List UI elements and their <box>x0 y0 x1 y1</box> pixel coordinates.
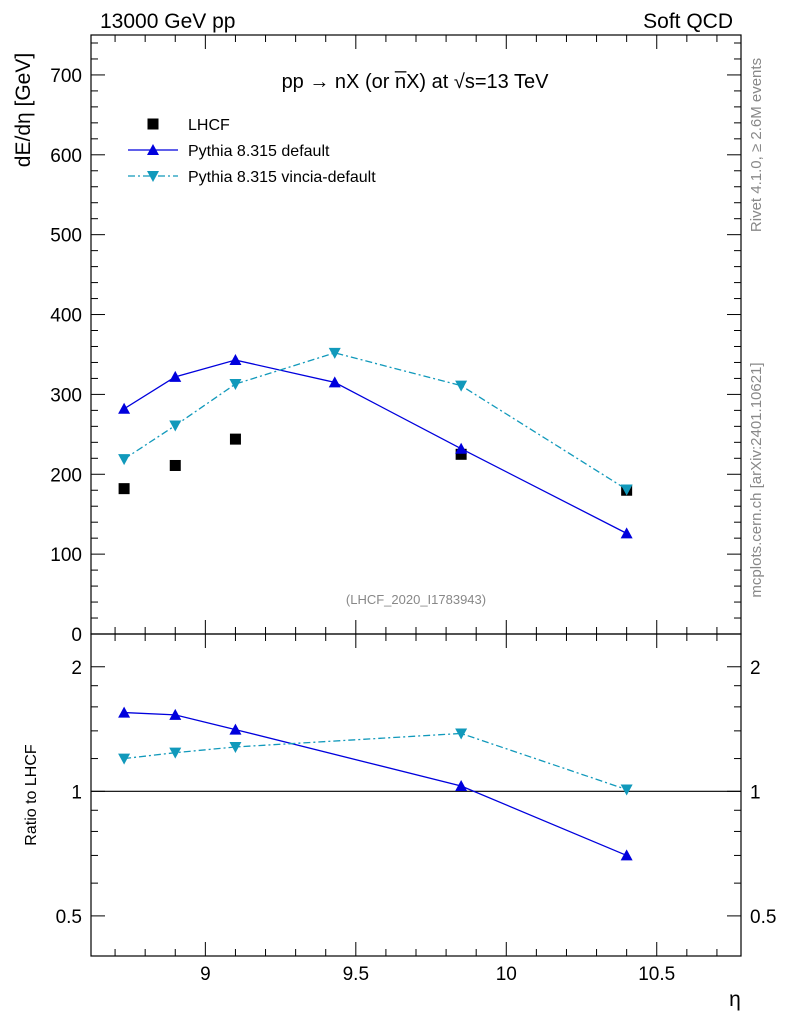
ratio-point <box>229 723 242 735</box>
legend-label: Pythia 8.315 vincia-default <box>188 169 376 186</box>
legend-marker <box>147 118 159 130</box>
x-tick-label: 10 <box>496 964 517 985</box>
ratio-point <box>118 753 131 765</box>
data-point <box>229 379 242 391</box>
data-point <box>118 402 131 414</box>
chart-title: pp → nX (or n̅X) at √s=13 TeV <box>282 70 550 93</box>
rivet-label: Rivet 4.1.0, ≥ 2.6M events <box>748 58 765 232</box>
y-tick-label: 500 <box>50 226 82 247</box>
ratio-point <box>455 728 468 740</box>
ratio-point <box>169 747 182 759</box>
y-tick-label: 700 <box>50 66 82 87</box>
data-point <box>620 527 633 539</box>
series-line-1 <box>123 359 627 534</box>
data-point <box>229 433 241 445</box>
axis-ticks <box>91 35 741 957</box>
series-line-2 <box>123 352 627 490</box>
axis-tick-labels: 9 9.5 10 10.5 0 100 200 300 400 500 600 700 0.5 0.5 1 1… <box>50 66 776 985</box>
main-series <box>118 347 633 539</box>
header-right: Soft QCD <box>643 10 733 33</box>
y-tick-label: 300 <box>50 385 82 406</box>
ratio-y-tick-label-right: 1 <box>750 782 761 803</box>
ratio-point <box>455 780 468 792</box>
data-point <box>455 448 467 460</box>
ratio-y-tick-label: 0.5 <box>56 907 82 928</box>
analysis-id: (LHCF_2020_I1783943) <box>346 592 486 607</box>
legend: LHCF Pythia 8.315 default Pythia 8.315 vin… <box>128 117 376 186</box>
ratio-point <box>620 849 633 861</box>
y-tick-label: 200 <box>50 465 82 486</box>
ratio-point <box>229 741 242 753</box>
ratio-line-0 <box>124 711 627 857</box>
x-tick-label: 9 <box>200 964 211 985</box>
data-point <box>169 459 181 471</box>
data-point <box>118 454 131 466</box>
ratio-y-tick-label: 2 <box>71 658 82 679</box>
x-tick-label: 9.5 <box>343 964 369 985</box>
data-point <box>328 376 341 388</box>
ratio-point <box>118 706 131 718</box>
x-tick-label: 10.5 <box>638 964 675 985</box>
legend-label: Pythia 8.315 default <box>188 143 330 160</box>
mcplots-label: mcplots.cern.ch [arXiv:2401.10621] <box>748 362 765 597</box>
x-axis-title: η <box>729 988 741 1011</box>
data-point <box>328 347 341 359</box>
data-point <box>118 483 130 495</box>
legend-marker <box>147 144 159 155</box>
ratio-y-tick-label-right: 0.5 <box>750 907 776 928</box>
y-tick-label: 0 <box>71 625 82 646</box>
y-tick-label: 600 <box>50 146 82 167</box>
data-point <box>169 420 182 432</box>
data-point <box>169 370 182 382</box>
legend-marker <box>147 171 159 182</box>
ratio-point <box>620 784 633 796</box>
data-point <box>455 380 468 392</box>
ratio-y-tick-label: 1 <box>71 782 82 803</box>
ratio-y-axis-title: Ratio to LHCF <box>23 744 40 846</box>
ratio-point <box>169 708 182 720</box>
ratio-y-tick-label-right: 2 <box>750 658 761 679</box>
y-tick-label: 400 <box>50 306 82 327</box>
data-point <box>620 484 633 496</box>
ratio-panel-frame <box>90 633 742 957</box>
ratio-series <box>118 706 633 861</box>
legend-label: LHCF <box>188 117 230 134</box>
data-point <box>229 354 242 366</box>
data-point <box>455 442 468 454</box>
y-tick-label: 100 <box>50 545 82 566</box>
ratio-line-1 <box>124 732 627 791</box>
header-left: 13000 GeV pp <box>100 10 235 33</box>
y-axis-title: dE/dη [GeV] <box>12 53 35 167</box>
